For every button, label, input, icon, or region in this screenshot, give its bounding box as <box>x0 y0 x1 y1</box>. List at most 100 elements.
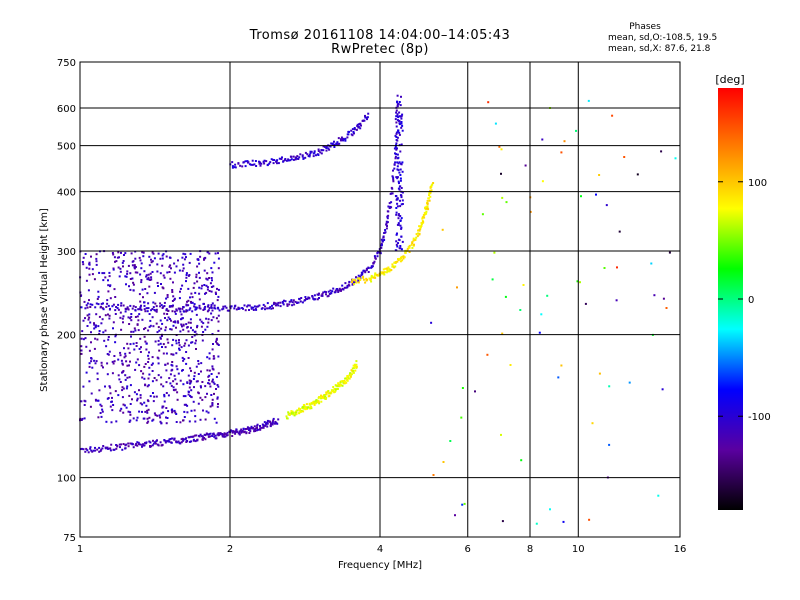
echo-point <box>112 253 115 256</box>
echo-point <box>674 157 677 160</box>
echo-point <box>139 443 142 446</box>
echo-point <box>401 170 404 173</box>
echo-point <box>400 257 402 259</box>
echo-point <box>349 373 352 376</box>
echo-point <box>197 392 200 395</box>
echo-point <box>178 348 181 351</box>
echo-point <box>324 395 327 398</box>
echo-point <box>304 407 307 410</box>
echo-point <box>529 210 532 213</box>
echo-point <box>147 400 150 403</box>
echo-point <box>179 307 182 310</box>
echo-point <box>159 337 162 340</box>
echo-point <box>185 310 188 313</box>
echo-point <box>155 395 158 398</box>
echo-point <box>210 312 213 315</box>
echo-point <box>124 252 127 255</box>
echo-point <box>128 351 131 354</box>
echo-point <box>204 305 207 308</box>
echo-point <box>128 323 131 325</box>
colorbar-tick-label: 100 <box>748 178 767 189</box>
y-tick-label: 300 <box>57 247 76 258</box>
echo-point <box>154 340 157 343</box>
echo-point <box>288 414 291 416</box>
echo-point <box>131 307 134 310</box>
echo-point <box>123 356 126 359</box>
echo-point <box>397 217 400 220</box>
echo-point <box>152 392 154 394</box>
echo-point <box>106 299 109 302</box>
echo-point <box>426 199 429 202</box>
echo-point <box>339 288 342 291</box>
echo-point <box>98 271 101 274</box>
echo-point <box>120 328 123 331</box>
echo-point <box>134 257 137 260</box>
echo-point <box>411 246 414 249</box>
echo-point <box>149 445 151 447</box>
echo-point <box>106 353 109 355</box>
echo-point <box>357 281 360 284</box>
echo-point <box>331 389 334 392</box>
echo-point <box>175 413 178 415</box>
echo-point <box>91 303 94 306</box>
echo-point <box>384 229 387 231</box>
echo-point <box>142 251 145 254</box>
echo-point <box>253 428 256 431</box>
echo-point <box>169 277 172 280</box>
echo-point <box>500 433 502 436</box>
echo-point <box>128 420 131 423</box>
echo-point <box>388 202 391 205</box>
echo-point <box>192 378 195 380</box>
echo-point <box>150 445 153 448</box>
echo-point <box>80 419 83 421</box>
echo-point <box>206 288 209 291</box>
echo-point <box>130 252 133 255</box>
echo-point <box>429 195 432 198</box>
echo-point <box>131 260 134 263</box>
echo-point <box>595 193 597 196</box>
echo-point <box>415 236 418 239</box>
echo-point <box>126 272 129 275</box>
echo-point <box>251 159 254 162</box>
echo-point <box>371 265 374 268</box>
echo-point <box>367 267 370 269</box>
echo-point <box>213 435 216 438</box>
echo-point <box>93 323 96 326</box>
echo-point <box>382 268 385 271</box>
echo-point <box>111 372 114 375</box>
echo-point <box>358 277 361 280</box>
echo-point <box>211 271 214 274</box>
data-point-cloud <box>79 94 677 525</box>
echo-point <box>185 339 188 342</box>
echo-point <box>317 293 320 296</box>
colorbar-tick-label: 0 <box>748 295 754 306</box>
echo-point <box>657 494 660 497</box>
echo-point <box>99 403 102 406</box>
echo-point <box>206 392 208 395</box>
echo-point <box>165 416 167 419</box>
echo-point <box>245 431 248 434</box>
echo-point <box>428 192 431 195</box>
echo-point <box>292 413 295 416</box>
echo-point <box>82 385 85 388</box>
echo-point <box>90 392 93 395</box>
echo-point <box>132 283 135 286</box>
echo-point <box>524 164 527 167</box>
echo-point <box>217 372 220 375</box>
echo-point <box>347 133 350 136</box>
echo-point <box>95 257 98 260</box>
echo-point <box>142 372 145 375</box>
echo-point <box>262 425 265 428</box>
echo-point <box>401 199 404 202</box>
echo-point <box>259 427 262 430</box>
echo-point <box>146 411 149 414</box>
echo-point <box>400 95 402 98</box>
echo-point <box>238 433 241 436</box>
echo-point <box>350 129 353 132</box>
echo-point <box>628 381 631 384</box>
echo-point <box>90 360 93 363</box>
echo-point <box>201 438 204 441</box>
echo-point <box>412 239 415 242</box>
echo-point <box>319 151 322 154</box>
echo-point <box>159 342 162 345</box>
